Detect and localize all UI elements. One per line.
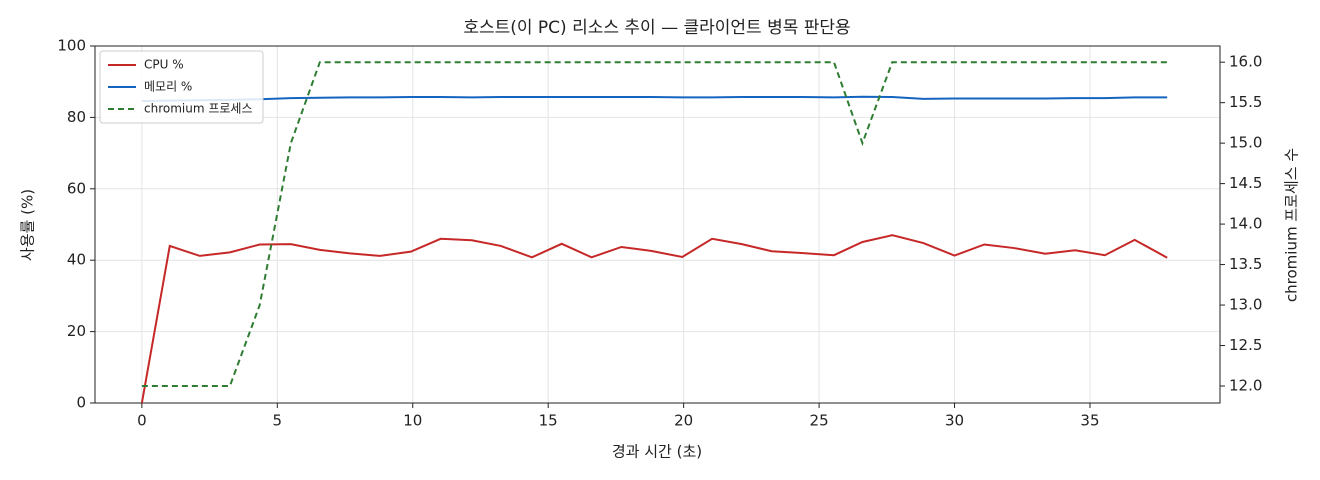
- x-tick-label: 35: [1080, 412, 1099, 430]
- y-axis-label: 사용률 (%): [19, 189, 37, 261]
- y2-tick-label: 14.5: [1229, 174, 1262, 192]
- y2-tick-label: 14.0: [1229, 215, 1262, 233]
- series-line: [141, 95, 1168, 102]
- y-tick-label: 0: [76, 394, 86, 412]
- y2-tick-label: 16.0: [1229, 53, 1262, 71]
- y2-tick-label: 13.5: [1229, 255, 1262, 273]
- y2-axis-label: chromium 프로세스 수: [1283, 148, 1301, 302]
- y-tick-label: 80: [67, 108, 86, 126]
- x-tick-label: 5: [273, 412, 283, 430]
- x-tick-label: 10: [403, 412, 422, 430]
- y-tick-label: 20: [67, 322, 86, 340]
- chart-title: 호스트(이 PC) 리소스 추이 — 클라이언트 병목 판단용: [463, 18, 850, 38]
- y-tick-label: 60: [67, 179, 86, 197]
- y2-tick-label: 13.0: [1229, 296, 1262, 314]
- y-tick-label: 40: [67, 251, 86, 269]
- y2-tick-label: 12.0: [1229, 377, 1262, 395]
- y2-tick-label: 12.5: [1229, 336, 1262, 354]
- plot-frame: [94, 45, 1221, 404]
- x-tick-label: 25: [810, 412, 829, 430]
- legend-label: 메모리 %: [144, 80, 192, 94]
- legend-box: [99, 50, 264, 124]
- x-tick-label: 20: [674, 412, 693, 430]
- series-line: [141, 61, 1168, 387]
- x-tick-label: 15: [539, 412, 558, 430]
- x-tick-label: 30: [945, 412, 964, 430]
- y2-tick-label: 15.5: [1229, 93, 1262, 111]
- legend-label: chromium 프로세스: [144, 102, 253, 116]
- x-axis-label: 경과 시간 (초): [612, 443, 702, 461]
- x-tick-label: 0: [137, 412, 147, 430]
- legend-label: CPU %: [144, 58, 184, 72]
- series-line: [140, 234, 1168, 404]
- y-tick-label: 100: [57, 37, 86, 55]
- y2-tick-label: 15.0: [1229, 134, 1262, 152]
